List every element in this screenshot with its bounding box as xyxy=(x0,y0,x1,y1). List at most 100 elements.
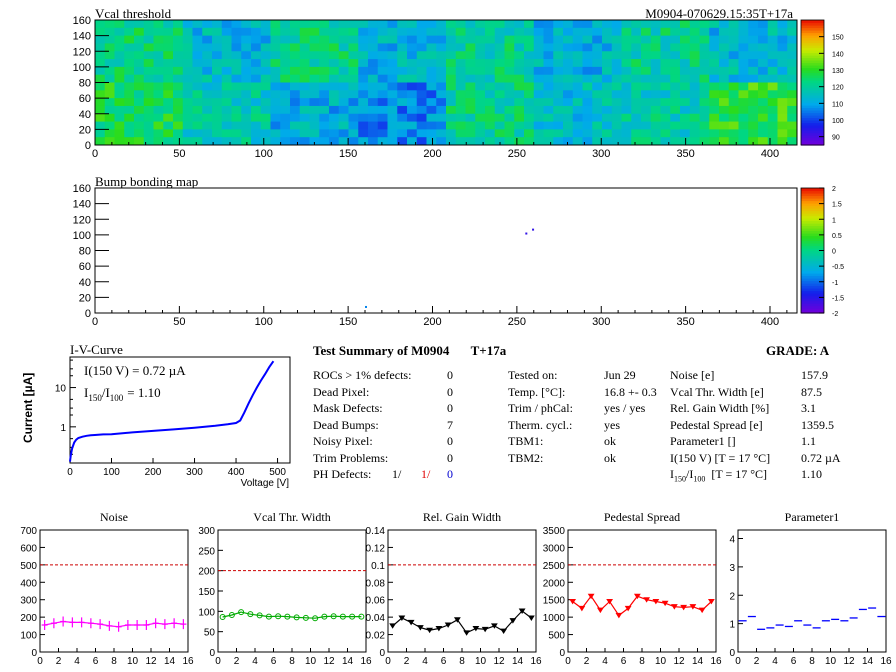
heatmap-cell xyxy=(173,82,184,91)
heatmap-cell xyxy=(104,129,115,138)
heatmap-cell xyxy=(709,20,720,29)
heatmap-cell xyxy=(660,121,671,130)
heatmap-cell xyxy=(748,59,759,68)
heatmap-cell xyxy=(163,59,174,68)
heatmap-cell xyxy=(494,113,505,122)
scale-band xyxy=(801,75,824,79)
heatmap-cell xyxy=(163,129,174,138)
heatmap-cell xyxy=(416,98,427,107)
heatmap-cell xyxy=(290,35,301,44)
heatmap-cell xyxy=(124,98,135,107)
summary-row: TBM1: ok xyxy=(508,433,668,450)
trend-x-tick-label: 2 xyxy=(234,656,240,667)
trend-point xyxy=(87,618,94,629)
heatmap-cell xyxy=(475,113,486,122)
heatmap-cell xyxy=(192,59,203,68)
trend-y-tick-label: 100 xyxy=(20,631,37,642)
heatmap-cell xyxy=(709,113,720,122)
heatmap-cell xyxy=(777,90,788,99)
heatmap-cell xyxy=(319,43,330,52)
heatmap-cell xyxy=(134,59,145,68)
heatmap-cell xyxy=(338,43,349,52)
heatmap-cell xyxy=(192,82,203,91)
heatmap-cell xyxy=(377,82,388,91)
trend-title: Parameter1 xyxy=(785,510,840,524)
heatmap-cell xyxy=(377,59,388,68)
trend-x-tick-label: 2 xyxy=(56,656,62,667)
heatmap-cell xyxy=(436,66,447,76)
heatmap-cell xyxy=(416,20,427,29)
heatmap-cell xyxy=(709,129,720,138)
heatmap-cell xyxy=(338,113,349,122)
x-tick-label: 50 xyxy=(173,148,185,160)
heatmap-cell xyxy=(192,137,203,146)
heatmap-cell xyxy=(182,59,193,68)
heatmap-cell xyxy=(231,74,242,83)
heatmap-cell xyxy=(114,43,125,52)
heatmap-cell xyxy=(299,82,310,91)
heatmap-cell xyxy=(621,35,632,44)
heatmap-cell xyxy=(251,98,262,107)
heatmap-cell xyxy=(738,137,749,146)
trend-x-tick-label: 16 xyxy=(710,656,722,667)
heatmap-cell xyxy=(290,105,301,115)
heatmap-cell xyxy=(543,27,554,37)
trend-point xyxy=(652,598,660,605)
heatmap-cell xyxy=(641,82,652,91)
heatmap-cell xyxy=(767,27,778,37)
heatmap-cell xyxy=(290,98,301,107)
heatmap-cell xyxy=(582,98,593,107)
trend-x-tick-label: 8 xyxy=(809,656,815,667)
heatmap-cell xyxy=(728,43,739,52)
scale-band xyxy=(801,120,824,124)
heatmap-cell xyxy=(407,74,418,83)
scale-band xyxy=(801,80,824,84)
heatmap-cell xyxy=(290,20,301,29)
summary-row: Parameter1 [] 1.1 xyxy=(670,433,870,450)
heatmap-cell xyxy=(426,59,437,68)
heatmap-cell xyxy=(309,121,320,130)
heatmap-cell xyxy=(192,74,203,83)
trend-point xyxy=(238,609,245,616)
heatmap-cell xyxy=(641,121,652,130)
heatmap-cell xyxy=(553,35,564,44)
heatmap-cell xyxy=(602,98,613,107)
heatmap-cell xyxy=(592,129,603,138)
heatmap-cell xyxy=(426,66,437,76)
heatmap-cell xyxy=(163,43,174,52)
scale-band xyxy=(801,100,824,104)
scale-band xyxy=(801,275,824,279)
heatmap-cell xyxy=(387,137,398,146)
trend-x-tick-label: 0 xyxy=(735,656,741,667)
heatmap-cell xyxy=(709,74,720,83)
heatmap-cell xyxy=(163,27,174,37)
trend-y-tick-label: 0.14 xyxy=(366,526,386,537)
x-tick-label: 350 xyxy=(676,316,694,328)
scale-band xyxy=(801,310,824,314)
y-tick-label: 60 xyxy=(79,93,91,105)
heatmap-cell xyxy=(407,35,418,44)
heatmap-cell xyxy=(494,43,505,52)
heatmap-cell xyxy=(582,74,593,83)
heatmap-cell xyxy=(514,113,525,122)
heatmap-cell xyxy=(231,27,242,37)
scale-tick-label: 110 xyxy=(832,101,843,108)
trend-x-tick-label: 16 xyxy=(530,656,542,667)
heatmap-cell xyxy=(787,51,798,60)
heatmap-cell xyxy=(670,82,681,91)
heatmap-cell xyxy=(202,66,213,76)
heatmap-cell xyxy=(446,121,457,130)
heatmap-cell xyxy=(738,82,749,91)
heatmap-cell xyxy=(124,51,135,60)
scale-band xyxy=(801,270,824,274)
heatmap-cell xyxy=(670,98,681,107)
heatmap-cell xyxy=(631,35,642,44)
heatmap-cell xyxy=(660,105,671,115)
heatmap-cell xyxy=(299,43,310,52)
heatmap-cell xyxy=(212,137,223,146)
trend-point xyxy=(416,625,424,631)
heatmap-cell xyxy=(377,43,388,52)
heatmap-cell xyxy=(660,66,671,76)
heatmap-cell xyxy=(104,137,115,146)
